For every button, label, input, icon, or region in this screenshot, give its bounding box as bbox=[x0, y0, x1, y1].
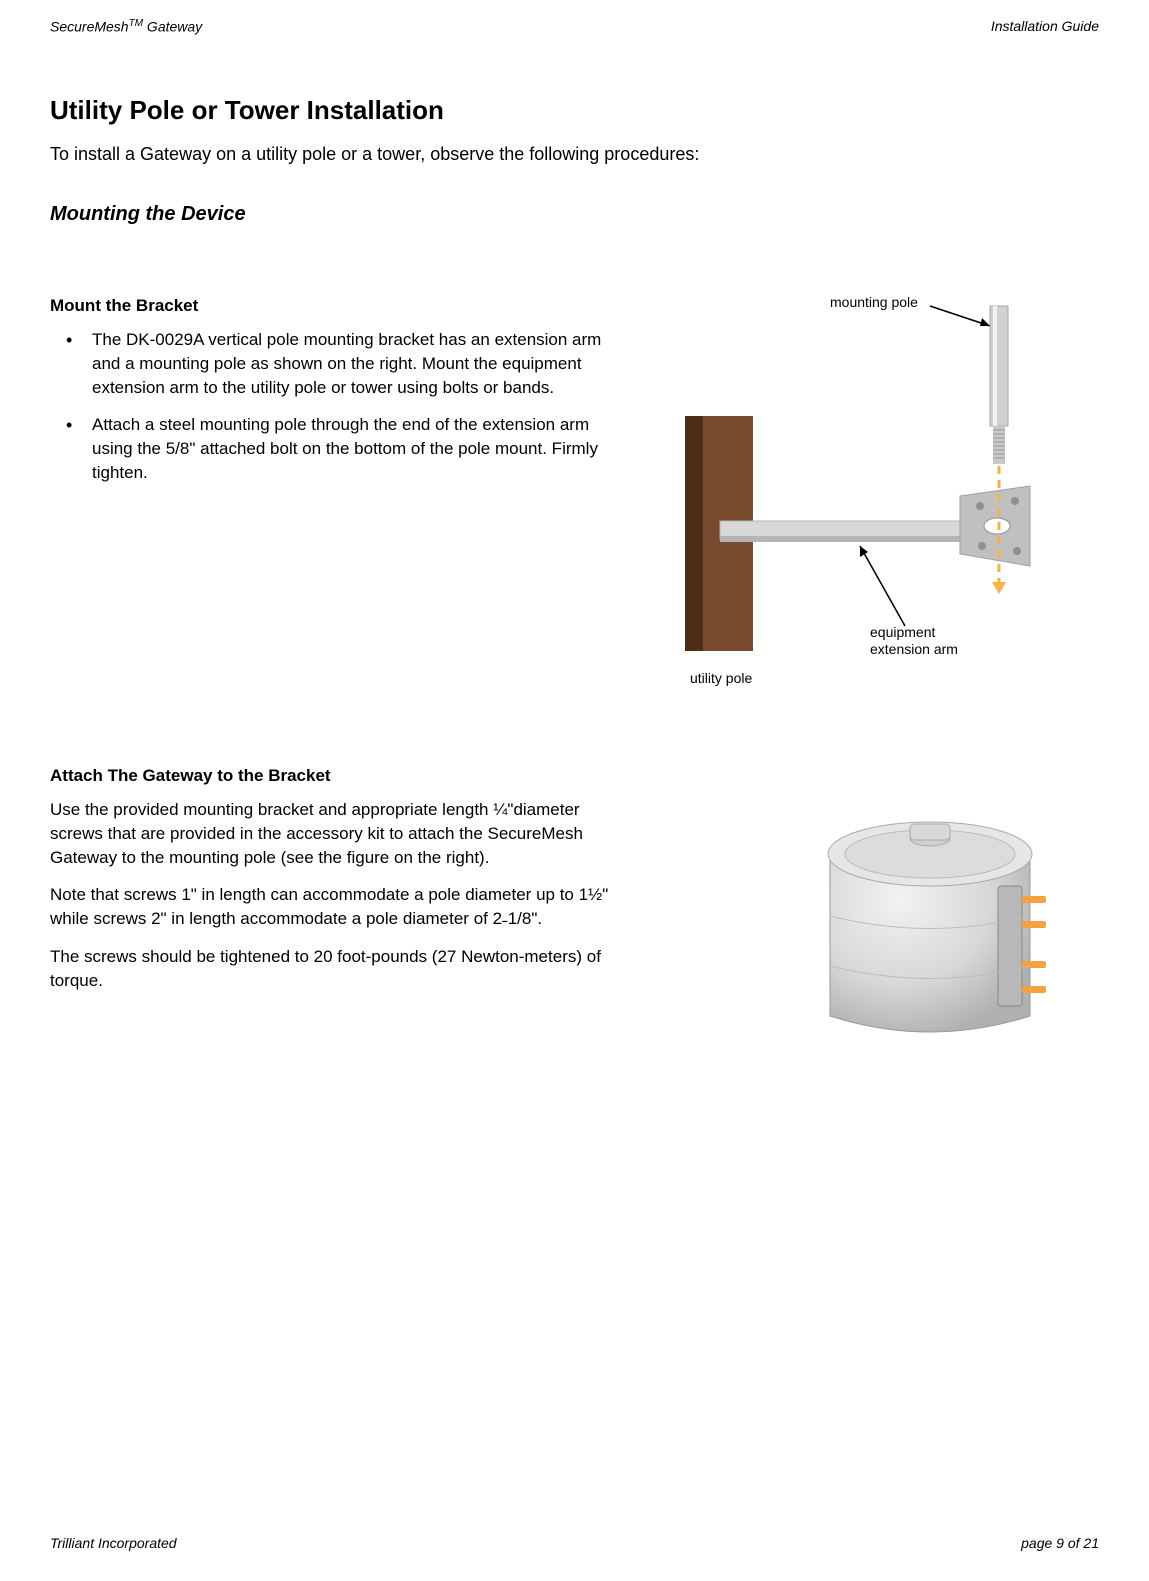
header-product-suffix: Gateway bbox=[143, 19, 202, 35]
header-right: Installation Guide bbox=[991, 18, 1099, 35]
bullet-item: The DK-0029A vertical pole mounting brac… bbox=[78, 328, 630, 399]
page-title: Utility Pole or Tower Installation bbox=[50, 95, 1099, 126]
label-mounting-pole: mounting pole bbox=[830, 294, 918, 311]
section2-text: Attach The Gateway to the Bracket Use th… bbox=[50, 766, 630, 1036]
section2-figure bbox=[660, 766, 1080, 1036]
bullet-item: Attach a steel mounting pole through the… bbox=[78, 413, 630, 484]
gateway-device-icon bbox=[800, 766, 1060, 1036]
section-attach-gateway: Attach The Gateway to the Bracket Use th… bbox=[50, 766, 1099, 1036]
section2-para: Use the provided mounting bracket and ap… bbox=[50, 798, 630, 869]
section2-heading: Attach The Gateway to the Bracket bbox=[50, 766, 630, 786]
section1-bullets: The DK-0029A vertical pole mounting brac… bbox=[50, 328, 630, 485]
page-footer: Trilliant Incorporated page 9 of 21 bbox=[50, 1535, 1099, 1551]
section-mount-bracket: Mount the Bracket The DK-0029A vertical … bbox=[50, 296, 1099, 686]
intro-text: To install a Gateway on a utility pole o… bbox=[50, 144, 1099, 165]
header-tm: TM bbox=[129, 18, 143, 29]
label-equipment-arm: equipment extension arm bbox=[870, 624, 958, 658]
section1-heading: Mount the Bracket bbox=[50, 296, 630, 316]
page-content: Utility Pole or Tower Installation To in… bbox=[50, 95, 1099, 1116]
section1-figure: mounting pole equipment extension arm ut… bbox=[660, 296, 1080, 686]
page-header: SecureMeshTM Gateway Installation Guide bbox=[50, 18, 1099, 35]
footer-left: Trilliant Incorporated bbox=[50, 1535, 177, 1551]
section2-para: The screws should be tightened to 20 foo… bbox=[50, 945, 630, 993]
label-utility-pole: utility pole bbox=[690, 670, 752, 687]
section-subheading: Mounting the Device bbox=[50, 203, 1099, 226]
footer-right: page 9 of 21 bbox=[1021, 1535, 1099, 1551]
header-left: SecureMeshTM Gateway bbox=[50, 18, 202, 35]
section1-text: Mount the Bracket The DK-0029A vertical … bbox=[50, 296, 630, 686]
header-product-prefix: SecureMesh bbox=[50, 19, 129, 35]
section2-para: Note that screws 1" in length can accomm… bbox=[50, 883, 630, 931]
